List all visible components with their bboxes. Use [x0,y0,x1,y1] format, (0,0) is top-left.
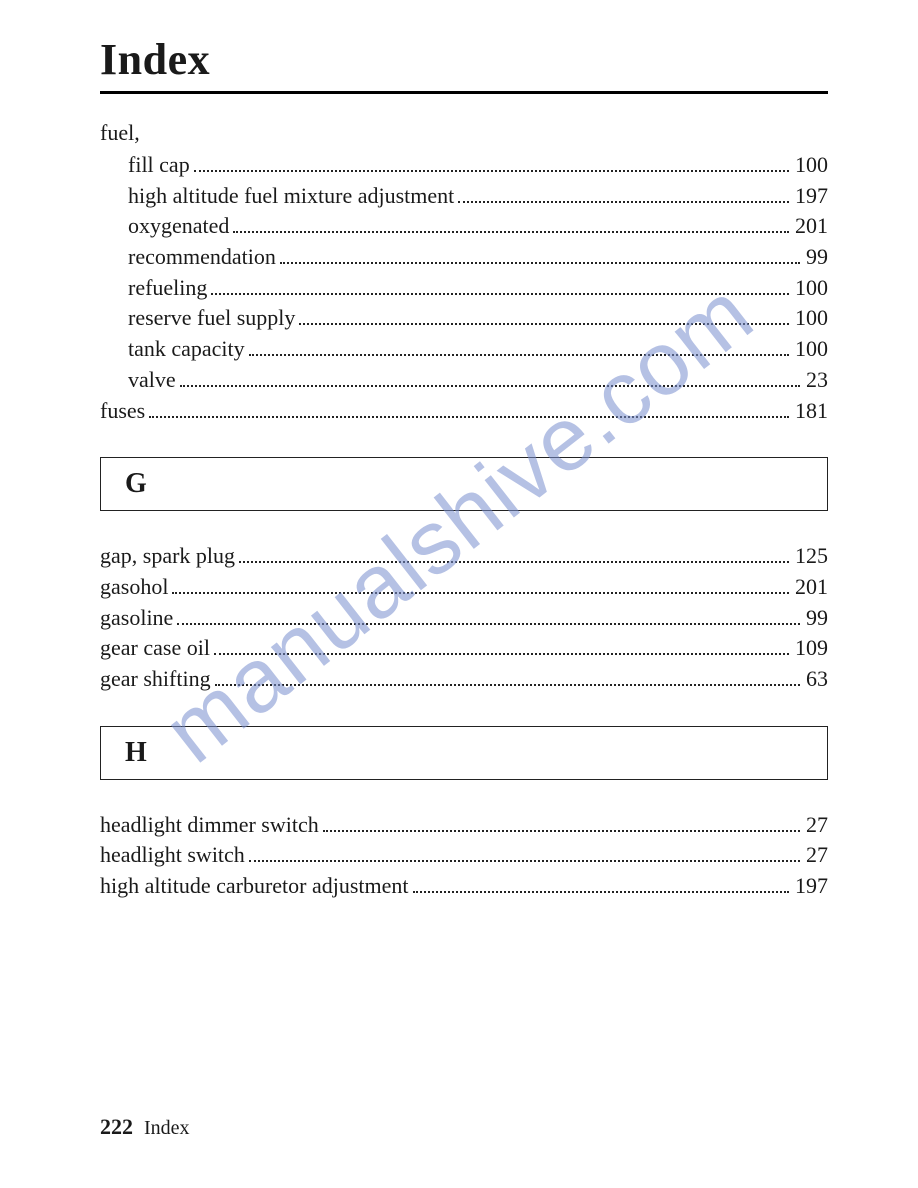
leader-dots [299,323,789,325]
leader-dots [249,354,789,356]
entry-page: 27 [804,810,828,840]
leader-dots [177,623,800,625]
leader-dots [194,170,789,172]
leader-dots [214,653,789,655]
entry-label: refueling [128,273,207,303]
leader-dots [249,860,800,862]
section-header-h: H [100,726,828,780]
entry-page: 125 [793,541,828,571]
entry-label: gasoline [100,603,173,633]
entry-label: headlight dimmer switch [100,810,319,840]
entry-page: 181 [793,396,828,426]
entry-page: 23 [804,365,828,395]
page-footer: 222 Index [100,1114,190,1140]
entry-page: 63 [804,664,828,694]
index-page: manualshive.com Index fuel, fill cap 100… [0,0,918,1188]
leader-dots [323,830,800,832]
section-letter: H [125,737,147,768]
entry-label: gap, spark plug [100,541,235,571]
section-letter: G [125,468,147,499]
leader-dots [280,262,800,264]
entry-page: 27 [804,840,828,870]
entry-label: fuses [100,396,145,426]
leader-dots [180,385,800,387]
leader-dots [215,684,800,686]
entry-label: high altitude carburetor adjustment [100,871,409,901]
entry-label: gear case oil [100,633,210,663]
index-entry: gear case oil 109 [100,633,828,663]
group-header-fuel: fuel, [100,120,828,146]
index-entry: headlight switch 27 [100,840,828,870]
entry-label: recommendation [128,242,276,272]
page-title: Index [100,34,828,85]
index-entry: fuses 181 [100,396,828,426]
entry-label: reserve fuel supply [128,303,295,333]
leader-dots [211,293,789,295]
title-rule [100,91,828,94]
index-entry: valve 23 [100,365,828,395]
entry-label: headlight switch [100,840,245,870]
index-entry: refueling 100 [100,273,828,303]
entry-page: 109 [793,633,828,663]
entry-page: 201 [793,211,828,241]
entry-label: gear shifting [100,664,211,694]
entry-label: gasohol [100,572,168,602]
leader-dots [458,201,789,203]
index-entry: reserve fuel supply 100 [100,303,828,333]
index-entry: gasohol 201 [100,572,828,602]
footer-label: Index [144,1117,190,1139]
index-entry: gear shifting 63 [100,664,828,694]
index-entry: oxygenated 201 [100,211,828,241]
index-entry: headlight dimmer switch 27 [100,810,828,840]
index-entry: tank capacity 100 [100,334,828,364]
entry-page: 197 [793,181,828,211]
entry-page: 99 [804,242,828,272]
entry-label: fill cap [128,150,190,180]
leader-dots [233,231,789,233]
entry-label: oxygenated [128,211,229,241]
entry-page: 197 [793,871,828,901]
entry-label: high altitude fuel mixture adjustment [128,181,454,211]
leader-dots [239,561,789,563]
entry-page: 100 [793,150,828,180]
footer-page-number: 222 [100,1114,133,1139]
section-header-g: G [100,457,828,511]
index-entry: gasoline 99 [100,603,828,633]
index-entry: fill cap 100 [100,150,828,180]
leader-dots [413,891,789,893]
entry-label: valve [128,365,176,395]
index-entry: gap, spark plug 125 [100,541,828,571]
entry-label: tank capacity [128,334,245,364]
index-entry: recommendation 99 [100,242,828,272]
entry-page: 201 [793,572,828,602]
leader-dots [172,592,789,594]
entry-page: 100 [793,303,828,333]
entry-page: 99 [804,603,828,633]
leader-dots [149,416,789,418]
index-entry: high altitude carburetor adjustment 197 [100,871,828,901]
entry-page: 100 [793,334,828,364]
entry-page: 100 [793,273,828,303]
index-entry: high altitude fuel mixture adjustment 19… [100,181,828,211]
